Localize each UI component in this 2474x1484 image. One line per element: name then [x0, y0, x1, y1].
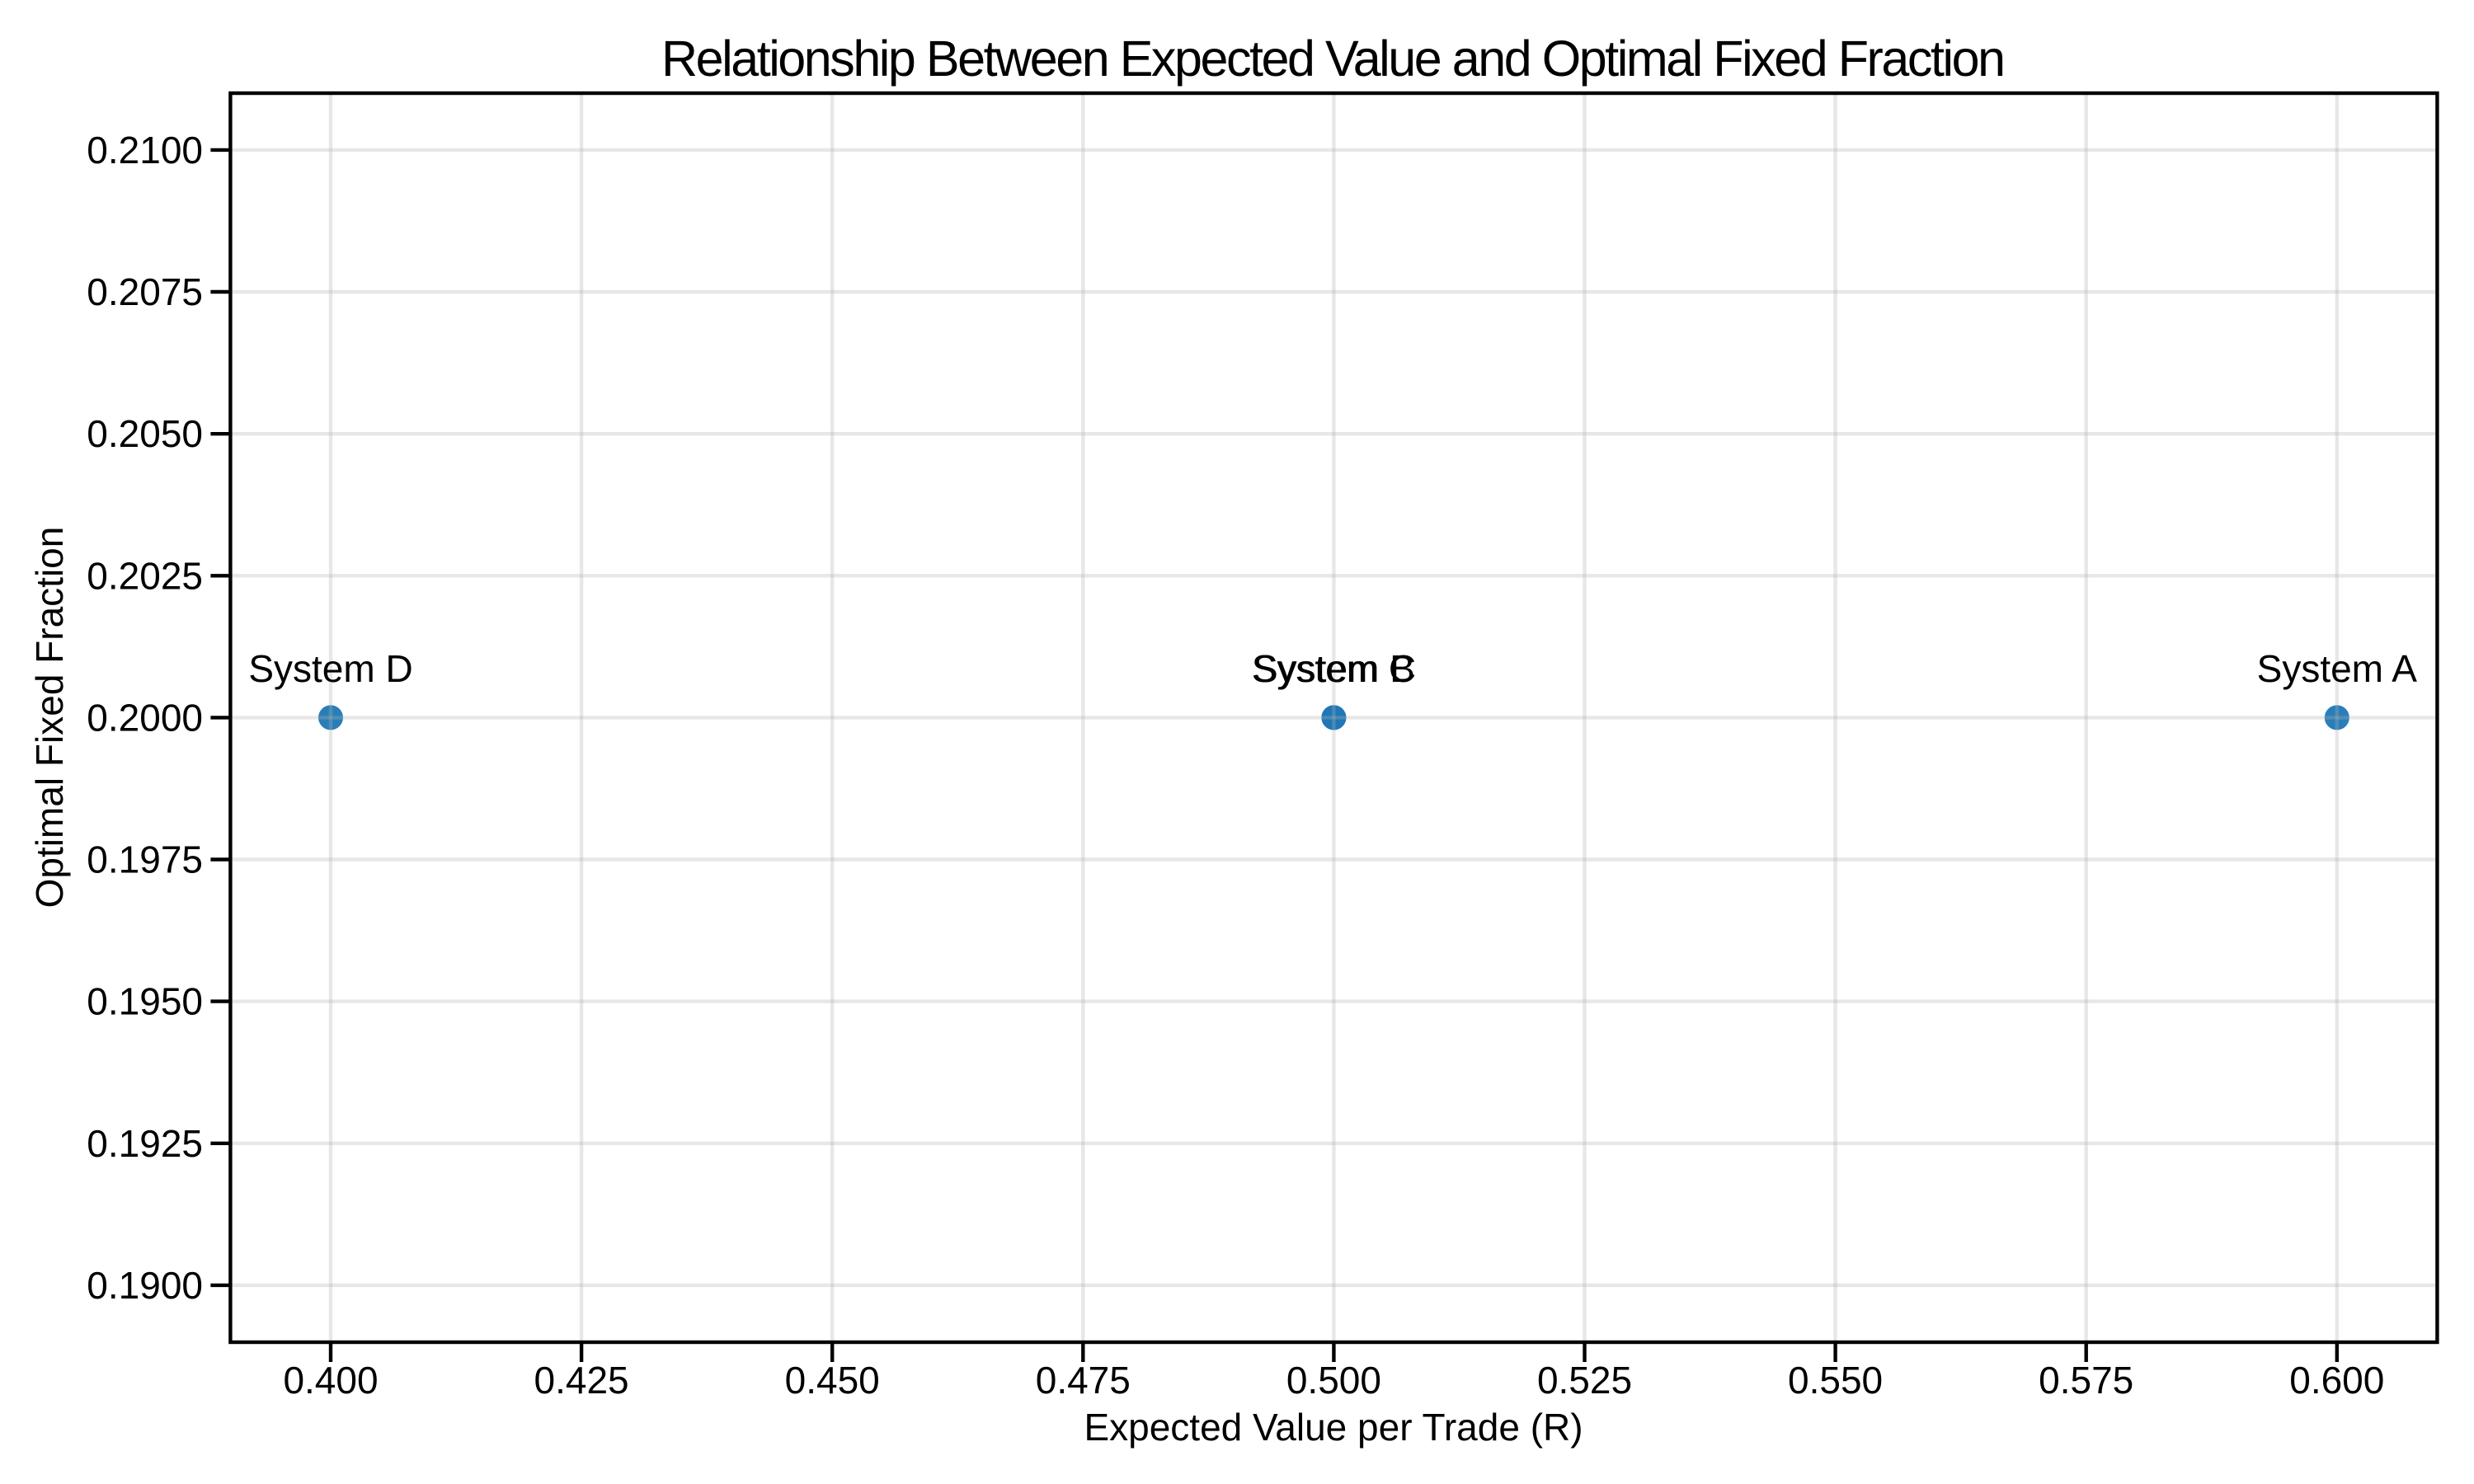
svg-text:0.2050: 0.2050	[87, 412, 203, 455]
svg-text:Optimal Fixed Fraction: Optimal Fixed Fraction	[28, 527, 71, 909]
svg-text:0.450: 0.450	[785, 1359, 880, 1402]
svg-text:0.550: 0.550	[1788, 1359, 1883, 1402]
svg-text:0.600: 0.600	[2289, 1359, 2384, 1402]
svg-text:0.2100: 0.2100	[87, 129, 203, 171]
svg-text:0.525: 0.525	[1537, 1359, 1632, 1402]
svg-text:0.2025: 0.2025	[87, 554, 203, 597]
svg-text:0.575: 0.575	[2039, 1359, 2133, 1402]
svg-text:0.1975: 0.1975	[87, 838, 203, 881]
svg-text:0.2000: 0.2000	[87, 696, 203, 739]
svg-text:0.475: 0.475	[1036, 1359, 1131, 1402]
svg-text:0.1900: 0.1900	[87, 1264, 203, 1307]
svg-text:0.425: 0.425	[534, 1359, 629, 1402]
svg-text:Relationship Between Expected: Relationship Between Expected Value and …	[661, 31, 2006, 87]
svg-text:System B: System B	[1253, 647, 1415, 690]
svg-text:System D: System D	[248, 647, 412, 690]
svg-text:0.400: 0.400	[283, 1359, 378, 1402]
svg-text:System C: System C	[1252, 647, 1416, 690]
svg-text:0.1950: 0.1950	[87, 980, 203, 1023]
svg-text:0.1925: 0.1925	[87, 1122, 203, 1165]
svg-text:System A: System A	[2257, 647, 2418, 690]
svg-text:0.500: 0.500	[1286, 1359, 1381, 1402]
svg-text:0.2075: 0.2075	[87, 270, 203, 313]
svg-text:Expected Value per Trade (R): Expected Value per Trade (R)	[1084, 1406, 1583, 1449]
